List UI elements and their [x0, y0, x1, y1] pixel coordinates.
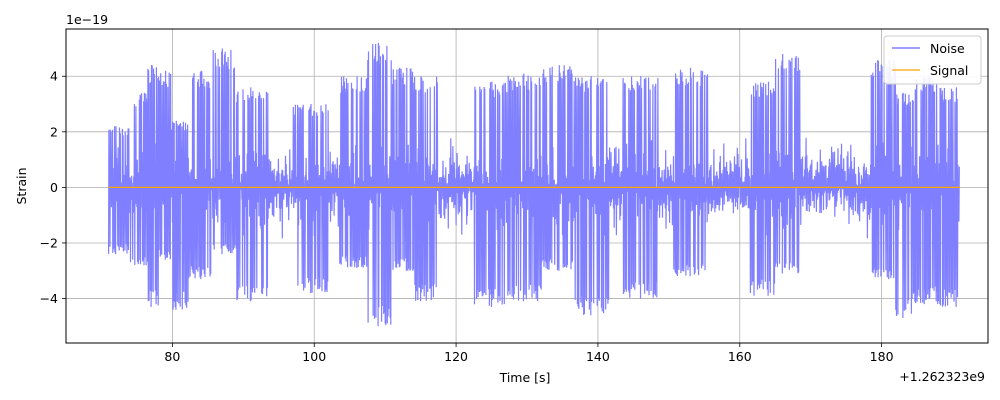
x-tick-label: 120: [444, 349, 468, 364]
x-tick-label: 80: [164, 349, 180, 364]
y-tick-label: 2: [50, 124, 58, 139]
y-scale-label: 1e−19: [66, 12, 108, 27]
x-tick-label: 160: [728, 349, 752, 364]
y-tick-label: 0: [50, 180, 58, 195]
noise-line: [108, 42, 960, 327]
x-tick-label: 140: [586, 349, 610, 364]
legend-noise-label: Noise: [930, 41, 965, 56]
y-tick-label: −2: [40, 235, 58, 250]
noise-series: [108, 42, 960, 327]
legend-signal-label: Signal: [930, 63, 968, 78]
x-tick-label: 180: [870, 349, 894, 364]
y-axis-ticks: −4 −2 0 2 4: [40, 69, 66, 306]
plot-frame: [65, 28, 989, 344]
legend: Noise Signal: [883, 35, 982, 85]
x-axis-ticks: 80 100 120 140 160 180: [164, 343, 894, 364]
x-tick-label: 100: [302, 349, 326, 364]
y-tick-label: 4: [50, 69, 58, 84]
y-axis-label: Strain: [14, 167, 29, 204]
x-offset-label: +1.262323e9: [899, 369, 985, 384]
x-axis-label: Time [s]: [499, 370, 551, 385]
y-tick-label: −4: [40, 291, 58, 306]
